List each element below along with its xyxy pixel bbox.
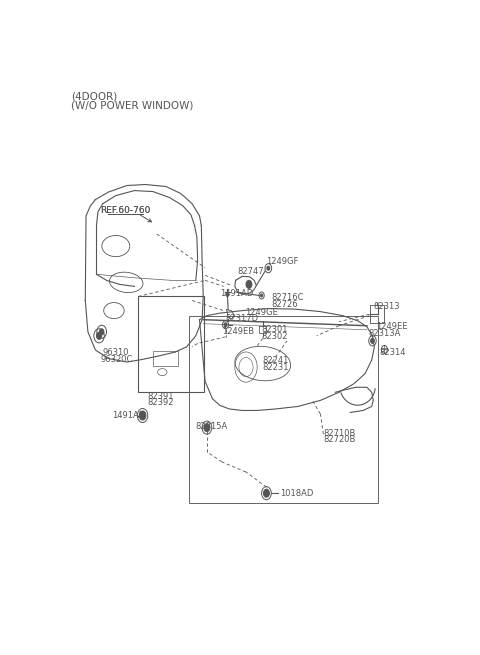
Text: 82302: 82302 bbox=[262, 332, 288, 341]
Text: 1491AD: 1491AD bbox=[220, 290, 253, 299]
Text: 82313A: 82313A bbox=[368, 329, 400, 338]
Text: (W/O POWER WINDOW): (W/O POWER WINDOW) bbox=[71, 101, 193, 111]
Text: 1491AD: 1491AD bbox=[112, 411, 145, 420]
Text: REF.60-760: REF.60-760 bbox=[100, 206, 150, 215]
Text: 82241: 82241 bbox=[262, 356, 288, 365]
Circle shape bbox=[224, 323, 227, 327]
Circle shape bbox=[246, 280, 252, 288]
Text: 82710B: 82710B bbox=[324, 428, 356, 438]
Text: 96320C: 96320C bbox=[100, 355, 132, 364]
Circle shape bbox=[264, 489, 269, 497]
Circle shape bbox=[371, 339, 374, 343]
Text: 82315A: 82315A bbox=[196, 422, 228, 431]
Circle shape bbox=[226, 292, 229, 297]
Text: 82747: 82747 bbox=[238, 267, 264, 276]
Bar bbox=[370, 305, 384, 323]
Bar bbox=[153, 351, 178, 366]
Text: 82314: 82314 bbox=[379, 348, 406, 358]
Text: 82392: 82392 bbox=[147, 398, 174, 407]
Text: 82301: 82301 bbox=[262, 326, 288, 334]
Text: REF.60-760: REF.60-760 bbox=[100, 206, 150, 215]
Circle shape bbox=[96, 332, 102, 339]
Text: 1249EB: 1249EB bbox=[222, 327, 254, 336]
Bar bbox=[190, 316, 378, 503]
Text: 82720B: 82720B bbox=[324, 435, 356, 444]
Text: 1249GE: 1249GE bbox=[245, 308, 278, 316]
Circle shape bbox=[261, 294, 263, 297]
Text: 1249EE: 1249EE bbox=[376, 322, 408, 331]
Circle shape bbox=[267, 266, 270, 271]
Text: 82726: 82726 bbox=[271, 299, 298, 309]
Circle shape bbox=[204, 424, 210, 432]
Text: (4DOOR): (4DOOR) bbox=[71, 91, 118, 102]
Text: 82313: 82313 bbox=[373, 302, 400, 311]
Circle shape bbox=[99, 329, 104, 335]
Text: 82317D: 82317D bbox=[226, 314, 259, 323]
Text: 82231: 82231 bbox=[262, 363, 288, 371]
Text: 1249GF: 1249GF bbox=[266, 257, 299, 266]
Text: 82391: 82391 bbox=[147, 392, 174, 401]
Text: 1018AD: 1018AD bbox=[280, 489, 313, 498]
Text: 82716C: 82716C bbox=[271, 293, 304, 302]
Bar bbox=[138, 297, 204, 392]
Text: 96310: 96310 bbox=[103, 348, 129, 357]
Circle shape bbox=[139, 411, 146, 420]
